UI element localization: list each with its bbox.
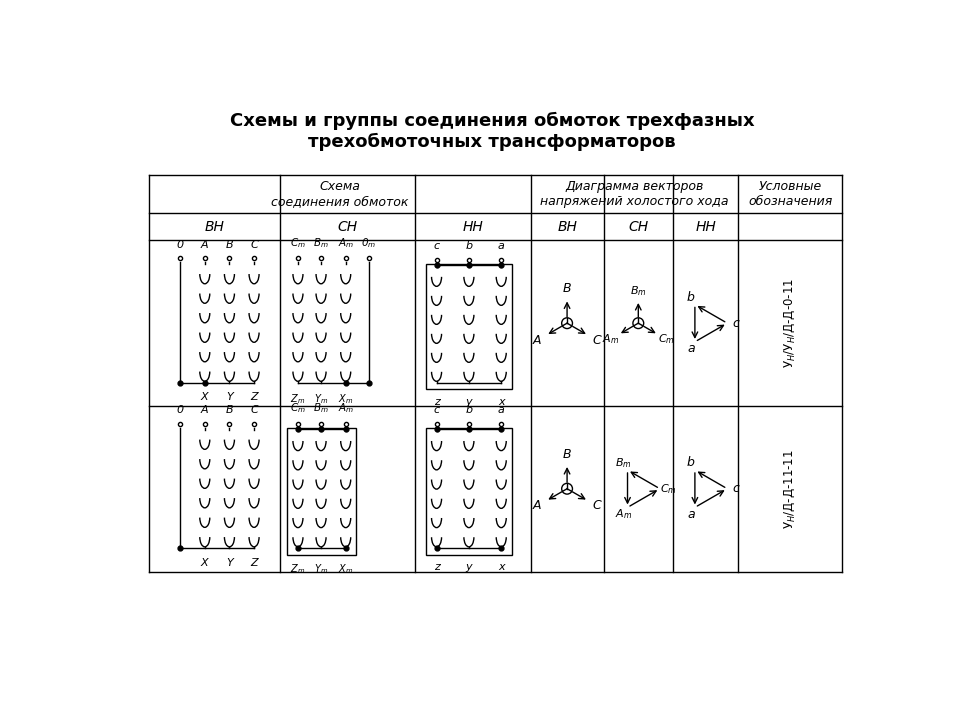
Text: У$_H$/У$_H$/Д-Д-0-11: У$_H$/У$_H$/Д-Д-0-11 — [783, 278, 798, 368]
Text: a: a — [498, 405, 505, 415]
Text: Условные
обозначения: Условные обозначения — [748, 180, 832, 208]
Text: C: C — [592, 500, 601, 513]
Text: B$_m$: B$_m$ — [313, 401, 329, 415]
Text: B: B — [563, 448, 571, 461]
Text: X$_m$: X$_m$ — [338, 392, 353, 406]
Text: НН: НН — [695, 220, 716, 234]
Text: X: X — [201, 392, 208, 402]
Text: ВН: ВН — [204, 220, 225, 234]
Bar — [426, 428, 512, 554]
Text: b: b — [466, 405, 472, 415]
Text: 0: 0 — [177, 240, 183, 250]
Text: СН: СН — [628, 220, 648, 234]
Text: B: B — [226, 405, 233, 415]
Text: x: x — [498, 397, 505, 407]
Text: Y$_m$: Y$_m$ — [314, 392, 328, 406]
Bar — [287, 428, 356, 554]
Text: A: A — [533, 334, 541, 347]
Text: C$_m$: C$_m$ — [660, 482, 677, 495]
Text: Схема
соединения обмоток: Схема соединения обмоток — [272, 180, 409, 208]
Text: НН: НН — [463, 220, 483, 234]
Text: A$_m$: A$_m$ — [338, 401, 354, 415]
Text: B: B — [563, 282, 571, 295]
Text: Y: Y — [226, 557, 233, 567]
Circle shape — [633, 318, 644, 328]
Text: Z$_m$: Z$_m$ — [291, 562, 305, 576]
Text: C: C — [251, 240, 258, 250]
Text: x: x — [498, 562, 505, 572]
Text: C: C — [251, 405, 258, 415]
Text: X$_m$: X$_m$ — [338, 562, 353, 576]
Text: C$_m$: C$_m$ — [658, 333, 675, 346]
Text: Y: Y — [226, 392, 233, 402]
Text: a: a — [687, 508, 695, 521]
Text: b: b — [686, 456, 695, 469]
Text: a: a — [687, 343, 695, 356]
Text: z: z — [434, 397, 440, 407]
Text: C$_m$: C$_m$ — [290, 236, 306, 250]
Text: 0: 0 — [177, 405, 183, 415]
Text: A$_m$: A$_m$ — [338, 236, 354, 250]
Text: c: c — [434, 405, 440, 415]
Text: b: b — [466, 241, 472, 251]
Text: трехобмоточных трансформаторов: трехобмоточных трансформаторов — [308, 132, 676, 151]
Text: X: X — [201, 557, 208, 567]
Text: 0$_m$: 0$_m$ — [361, 236, 376, 250]
Text: Z: Z — [251, 557, 258, 567]
Text: Схемы и группы соединения обмоток трехфазных: Схемы и группы соединения обмоток трехфа… — [229, 112, 755, 130]
Text: СН: СН — [338, 220, 358, 234]
Text: A$_m$: A$_m$ — [602, 333, 619, 346]
Text: y: y — [466, 397, 472, 407]
Text: C$_m$: C$_m$ — [290, 401, 306, 415]
Text: B: B — [226, 240, 233, 250]
Text: C: C — [592, 334, 601, 347]
Text: c: c — [732, 317, 739, 330]
Text: A: A — [533, 500, 541, 513]
Text: A: A — [201, 240, 208, 250]
Text: ВН: ВН — [557, 220, 577, 234]
Circle shape — [562, 483, 572, 494]
Text: У$_H$/Д-Д-11-11: У$_H$/Д-Д-11-11 — [783, 449, 798, 528]
Text: b: b — [686, 291, 695, 304]
Text: B$_m$: B$_m$ — [615, 456, 632, 470]
Text: A: A — [201, 405, 208, 415]
Text: y: y — [466, 562, 472, 572]
Text: Z$_m$: Z$_m$ — [291, 392, 305, 406]
Text: A$_m$: A$_m$ — [614, 508, 632, 521]
Text: Диаграмма векторов
напряжений холостого хода: Диаграмма векторов напряжений холостого … — [540, 180, 729, 208]
Bar — [426, 264, 512, 389]
Text: a: a — [498, 241, 505, 251]
Text: B$_m$: B$_m$ — [313, 236, 329, 250]
Text: z: z — [434, 562, 440, 572]
Circle shape — [562, 318, 572, 328]
Text: c: c — [434, 241, 440, 251]
Text: B$_m$: B$_m$ — [630, 284, 647, 298]
Text: c: c — [732, 482, 739, 495]
Text: Z: Z — [251, 392, 258, 402]
Text: Y$_m$: Y$_m$ — [314, 562, 328, 576]
